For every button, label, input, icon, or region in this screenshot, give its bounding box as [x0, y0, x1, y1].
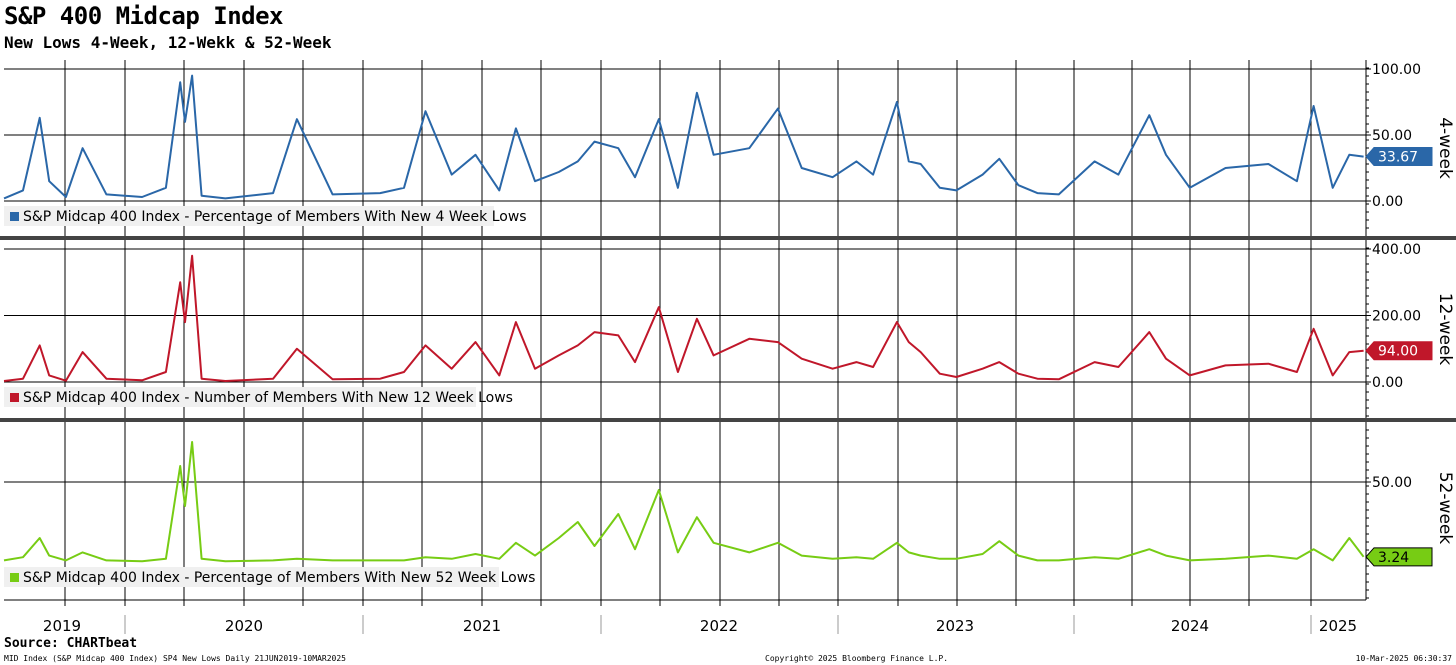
legend-swatch — [10, 573, 19, 582]
legend-label: S&P Midcap 400 Index - Percentage of Mem… — [23, 209, 527, 225]
y-tick-label: 50.00 — [1372, 128, 1412, 144]
last-value-tag — [1365, 341, 1433, 361]
last-value-tag — [1365, 547, 1433, 567]
panel-separator — [0, 236, 1456, 240]
panel-label: 4-week — [1435, 117, 1455, 179]
x-year-label: 2020 — [225, 617, 263, 635]
legend-box — [4, 387, 476, 407]
legend-box — [4, 567, 499, 587]
y-tick-label: 0.00 — [1372, 375, 1403, 391]
x-year-label: 2025 — [1319, 617, 1357, 635]
panel-label: 12-week — [1435, 293, 1455, 366]
x-year-label: 2021 — [463, 617, 501, 635]
chart-subtitle: New Lows 4-Week, 12-Wekk & 52-Week — [4, 33, 332, 52]
y-tick-label: 400.00 — [1372, 242, 1421, 258]
chart-title: S&P 400 Midcap Index — [4, 2, 283, 30]
y-tick-label: 200.00 — [1372, 309, 1421, 325]
series-line-52-week — [3, 441, 1365, 563]
legend-label: S&P Midcap 400 Index - Percentage of Mem… — [23, 570, 535, 586]
last-value-tag — [1365, 147, 1433, 167]
series-line-12-week — [3, 254, 1364, 382]
legend-box — [4, 206, 494, 226]
x-year-label: 2022 — [700, 617, 738, 635]
source-note: Source: CHARTbeat — [4, 636, 138, 651]
y-tick-label: 100.00 — [1372, 62, 1421, 78]
last-value-label: 33.67 — [1378, 150, 1418, 166]
last-value-label: 94.00 — [1378, 344, 1418, 360]
last-value-label: 3.24 — [1378, 550, 1409, 566]
panel-separator — [0, 418, 1456, 422]
footer-timestamp: 10-Mar-2025 06:30:37 — [1355, 654, 1452, 663]
chart-area: 100.00 50.00 0.00 S&P Midcap 400 Index - Pe… — [0, 60, 1456, 635]
x-year-label: 2023 — [936, 617, 974, 635]
y-tick-label: 0.00 — [1372, 194, 1403, 210]
legend-swatch — [10, 393, 19, 402]
panel-label: 52-week — [1435, 472, 1455, 545]
footer-ticker-note: MID Index (S&P Midcap 400 Index) SP4 New… — [4, 654, 346, 663]
series-line-4-week — [3, 74, 1364, 200]
legend-swatch — [10, 212, 19, 221]
legend-label: S&P Midcap 400 Index - Number of Members… — [23, 390, 513, 406]
x-year-label: 2024 — [1171, 617, 1209, 635]
footer-copyright: Copyright© 2025 Bloomberg Finance L.P. — [765, 654, 949, 663]
x-year-label: 2019 — [43, 617, 81, 635]
y-tick-label: 50.00 — [1372, 475, 1412, 491]
